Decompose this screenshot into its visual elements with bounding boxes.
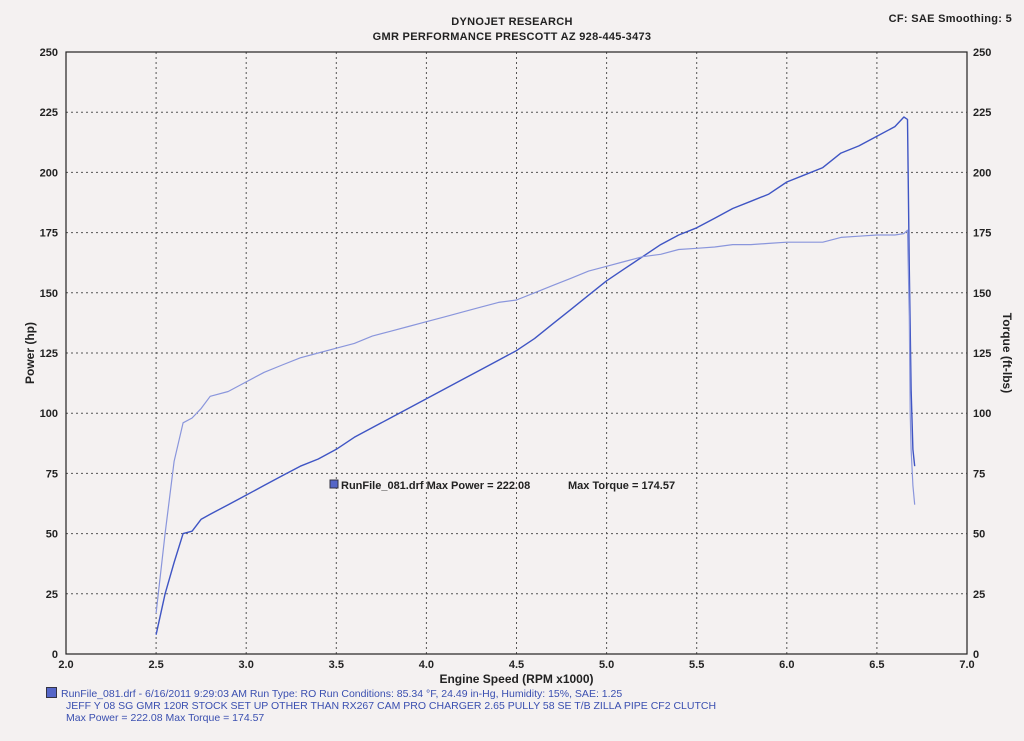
y2-tick-label: 0 <box>973 649 979 661</box>
series-torque-line <box>155 229 916 614</box>
y-tick-label: 175 <box>40 228 58 240</box>
y2-tick-label: 75 <box>973 468 985 480</box>
x-tick-label: 5.0 <box>599 659 614 671</box>
y2-tick-label: 100 <box>973 408 991 420</box>
x-axis-label: Engine Speed (RPM x1000) <box>439 672 593 686</box>
y-tick-label: 225 <box>40 107 58 119</box>
max-torque-annotation: Max Torque = 174.57 <box>568 480 675 492</box>
y-tick-label: 25 <box>46 589 58 601</box>
x-tick-label: 3.5 <box>329 659 344 671</box>
y2-tick-label: 200 <box>973 167 991 179</box>
grid <box>66 52 967 654</box>
x-tick-label: 6.5 <box>869 659 884 671</box>
run-info-line2: JEFF Y 08 SG GMR 120R STOCK SET UP OTHER… <box>66 700 717 712</box>
y2-tick-label: 50 <box>973 529 985 541</box>
x-tick-label: 4.5 <box>509 659 524 671</box>
y-tick-label: 50 <box>46 529 58 541</box>
run-info-line3: Max Power = 222.08 Max Torque = 174.57 <box>66 712 265 724</box>
x-tick-label: 7.0 <box>959 659 974 671</box>
y-ticks: 0 25 50 75 100 125 150 175 200 225 250 <box>40 47 58 661</box>
y-axis-label: Power (hp) <box>23 322 37 384</box>
chart-title: DYNOJET RESEARCH <box>451 16 573 28</box>
chart-subtitle: GMR PERFORMANCE PRESCOTT AZ 928-445-3473 <box>372 31 652 43</box>
y-tick-label: 0 <box>52 649 58 661</box>
x-tick-label: 6.0 <box>779 659 794 671</box>
x-ticks: 2.0 2.5 3.0 3.5 4.0 4.5 5.0 5.5 6.0 6.5 7.0 <box>58 659 974 671</box>
run-info-line1: RunFile_081.drf - 6/16/2011 9:29:03 AM R… <box>61 688 623 700</box>
run-swatch <box>46 687 57 698</box>
y2-tick-label: 250 <box>973 47 991 59</box>
x-tick-label: 4.0 <box>419 659 434 671</box>
y-tick-label: 250 <box>40 47 58 59</box>
y-tick-label: 150 <box>40 288 58 300</box>
run-annotation: RunFile_081.drf Max Power = 222.08 <box>341 480 530 492</box>
y-tick-label: 100 <box>40 408 58 420</box>
x-tick-label: 2.5 <box>148 659 163 671</box>
y2-tick-label: 25 <box>973 589 985 601</box>
y-tick-label: 200 <box>40 167 58 179</box>
plot-frame <box>65 51 968 655</box>
y-tick-label: 75 <box>46 468 58 480</box>
y2-tick-label: 150 <box>973 288 991 300</box>
run-info-footer: RunFile_081.drf - 6/16/2011 9:29:03 AM R… <box>46 687 1006 724</box>
y2-tick-label: 175 <box>973 228 991 240</box>
x-tick-label: 3.0 <box>239 659 254 671</box>
x-tick-label: 2.0 <box>58 659 73 671</box>
series-group <box>155 116 916 635</box>
y2-tick-label: 225 <box>973 107 991 119</box>
y2-tick-label: 125 <box>973 348 991 360</box>
x-tick-label: 5.5 <box>689 659 704 671</box>
run-legend-swatch <box>329 479 339 489</box>
series-power-line <box>155 116 916 635</box>
y-tick-label: 125 <box>40 348 58 360</box>
y2-axis-label: Torque (ft-lbs) <box>1000 313 1014 393</box>
correction-settings: CF: SAE Smoothing: 5 <box>888 13 1012 25</box>
y2-ticks: 0 25 50 75 100 125 150 175 200 225 250 <box>973 47 991 661</box>
